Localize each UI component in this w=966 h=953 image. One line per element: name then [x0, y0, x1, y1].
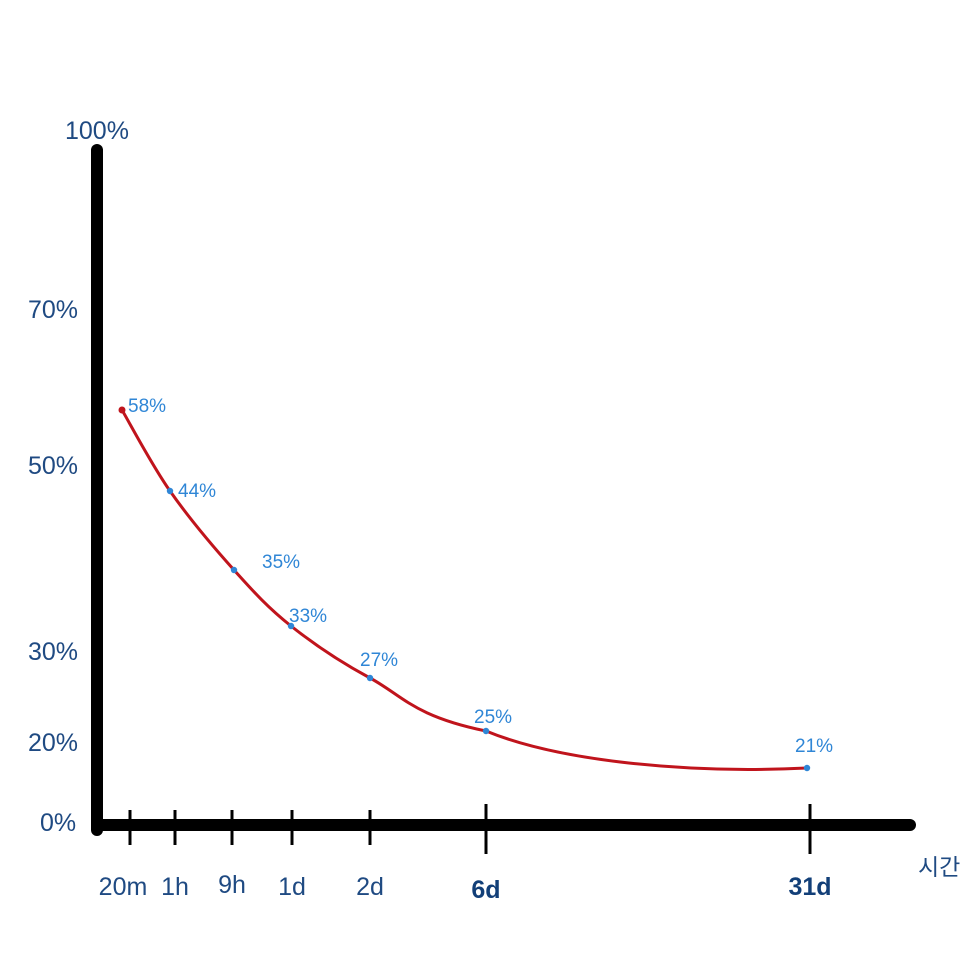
data-point-31d	[803, 764, 811, 772]
data-label-9h: 35%	[262, 552, 300, 573]
data-label-1h: 44%	[178, 481, 216, 502]
x-ticks: 20m 1h 9h 1d 2d 6d 31d	[99, 804, 832, 904]
x-tick-label-1d: 1d	[278, 873, 306, 901]
x-tick-label-31d: 31d	[788, 873, 831, 901]
data-point-6d	[482, 727, 490, 735]
data-point-9h	[230, 566, 238, 574]
x-tick-label-20m: 20m	[99, 873, 148, 901]
data-label-2d: 27%	[360, 650, 398, 671]
x-tick-label-1h: 1h	[161, 873, 189, 901]
y-tick-labels: 100% 70% 50% 30% 20% 0%	[28, 117, 129, 837]
data-point-20m	[118, 406, 126, 414]
data-label-6d: 25%	[474, 707, 512, 728]
data-point-1d	[287, 622, 295, 630]
x-unit-label: 시간	[918, 854, 960, 880]
data-labels: 58% 44% 35% 33% 27% 25% 21%	[128, 396, 833, 757]
data-label-1d: 33%	[289, 606, 327, 627]
data-points	[118, 406, 811, 772]
data-point-2d	[366, 674, 374, 682]
y-tick-label-70: 70%	[28, 296, 78, 324]
retention-curve	[120, 409, 808, 771]
y-tick-label-50: 50%	[28, 452, 78, 480]
y-tick-label-30: 30%	[28, 638, 78, 666]
data-label-20m: 58%	[128, 396, 166, 417]
x-tick-label-9h: 9h	[218, 871, 246, 899]
x-tick-label-2d: 2d	[356, 873, 384, 901]
y-tick-label-20: 20%	[28, 729, 78, 757]
data-label-31d: 21%	[795, 736, 833, 757]
x-tick-label-6d: 6d	[471, 876, 500, 904]
y-tick-label-0: 0%	[40, 809, 76, 837]
y-tick-label-100: 100%	[65, 117, 129, 145]
data-point-1h	[166, 487, 174, 495]
